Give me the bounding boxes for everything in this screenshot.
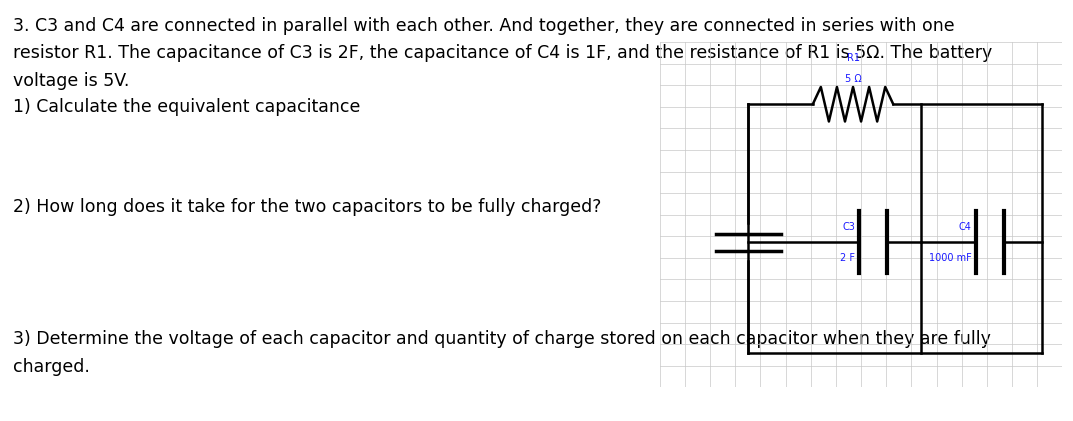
Text: 3. C3 and C4 are connected in parallel with each other. And together, they are c: 3. C3 and C4 are connected in parallel w… [13, 17, 955, 35]
Text: 3) Determine the voltage of each capacitor and quantity of charge stored on each: 3) Determine the voltage of each capacit… [13, 330, 990, 349]
Text: C3: C3 [842, 222, 855, 232]
Text: charged.: charged. [13, 358, 90, 376]
Text: voltage is 5V.: voltage is 5V. [13, 72, 129, 90]
Text: 2 F: 2 F [840, 253, 855, 263]
Text: 1) Calculate the equivalent capacitance: 1) Calculate the equivalent capacitance [13, 98, 361, 116]
Text: resistor R1. The capacitance of C3 is 2F, the capacitance of C4 is 1F, and the r: resistor R1. The capacitance of C3 is 2F… [13, 44, 993, 62]
Text: 1000 mF: 1000 mF [929, 253, 972, 263]
Text: 5 Ω: 5 Ω [844, 74, 862, 83]
Text: 2) How long does it take for the two capacitors to be fully charged?: 2) How long does it take for the two cap… [13, 198, 601, 216]
Text: R1: R1 [847, 53, 859, 63]
Text: C4: C4 [959, 222, 972, 232]
